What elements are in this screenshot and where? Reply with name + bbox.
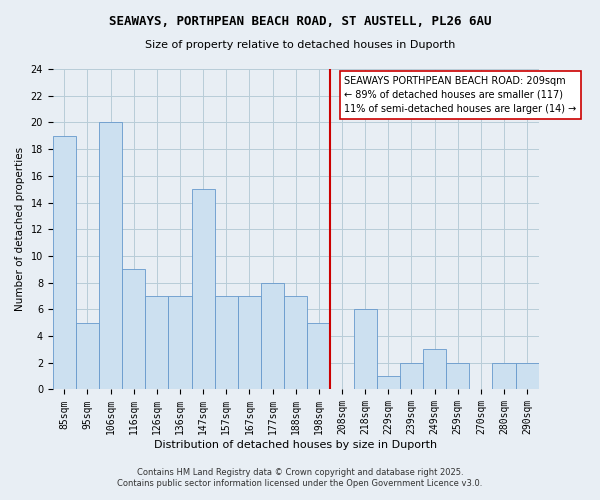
Text: Contains HM Land Registry data © Crown copyright and database right 2025.
Contai: Contains HM Land Registry data © Crown c… <box>118 468 482 487</box>
Bar <box>145 296 169 390</box>
Bar <box>238 296 261 390</box>
Bar <box>122 270 145 390</box>
Bar <box>353 310 377 390</box>
Y-axis label: Number of detached properties: Number of detached properties <box>15 147 25 312</box>
Bar <box>446 363 469 390</box>
Bar <box>191 189 215 390</box>
Bar <box>284 296 307 390</box>
Bar <box>53 136 76 390</box>
Bar <box>215 296 238 390</box>
Bar <box>400 363 423 390</box>
Bar <box>169 296 191 390</box>
Bar <box>377 376 400 390</box>
Text: SEAWAYS PORTHPEAN BEACH ROAD: 209sqm
← 89% of detached houses are smaller (117)
: SEAWAYS PORTHPEAN BEACH ROAD: 209sqm ← 8… <box>344 76 577 114</box>
Text: Size of property relative to detached houses in Duporth: Size of property relative to detached ho… <box>145 40 455 50</box>
Text: SEAWAYS, PORTHPEAN BEACH ROAD, ST AUSTELL, PL26 6AU: SEAWAYS, PORTHPEAN BEACH ROAD, ST AUSTEL… <box>109 15 491 28</box>
Bar <box>493 363 515 390</box>
Bar <box>76 322 99 390</box>
X-axis label: Distribution of detached houses by size in Duporth: Distribution of detached houses by size … <box>154 440 437 450</box>
Bar <box>307 322 331 390</box>
Bar <box>99 122 122 390</box>
Bar <box>261 282 284 390</box>
Bar <box>423 350 446 390</box>
Bar <box>515 363 539 390</box>
